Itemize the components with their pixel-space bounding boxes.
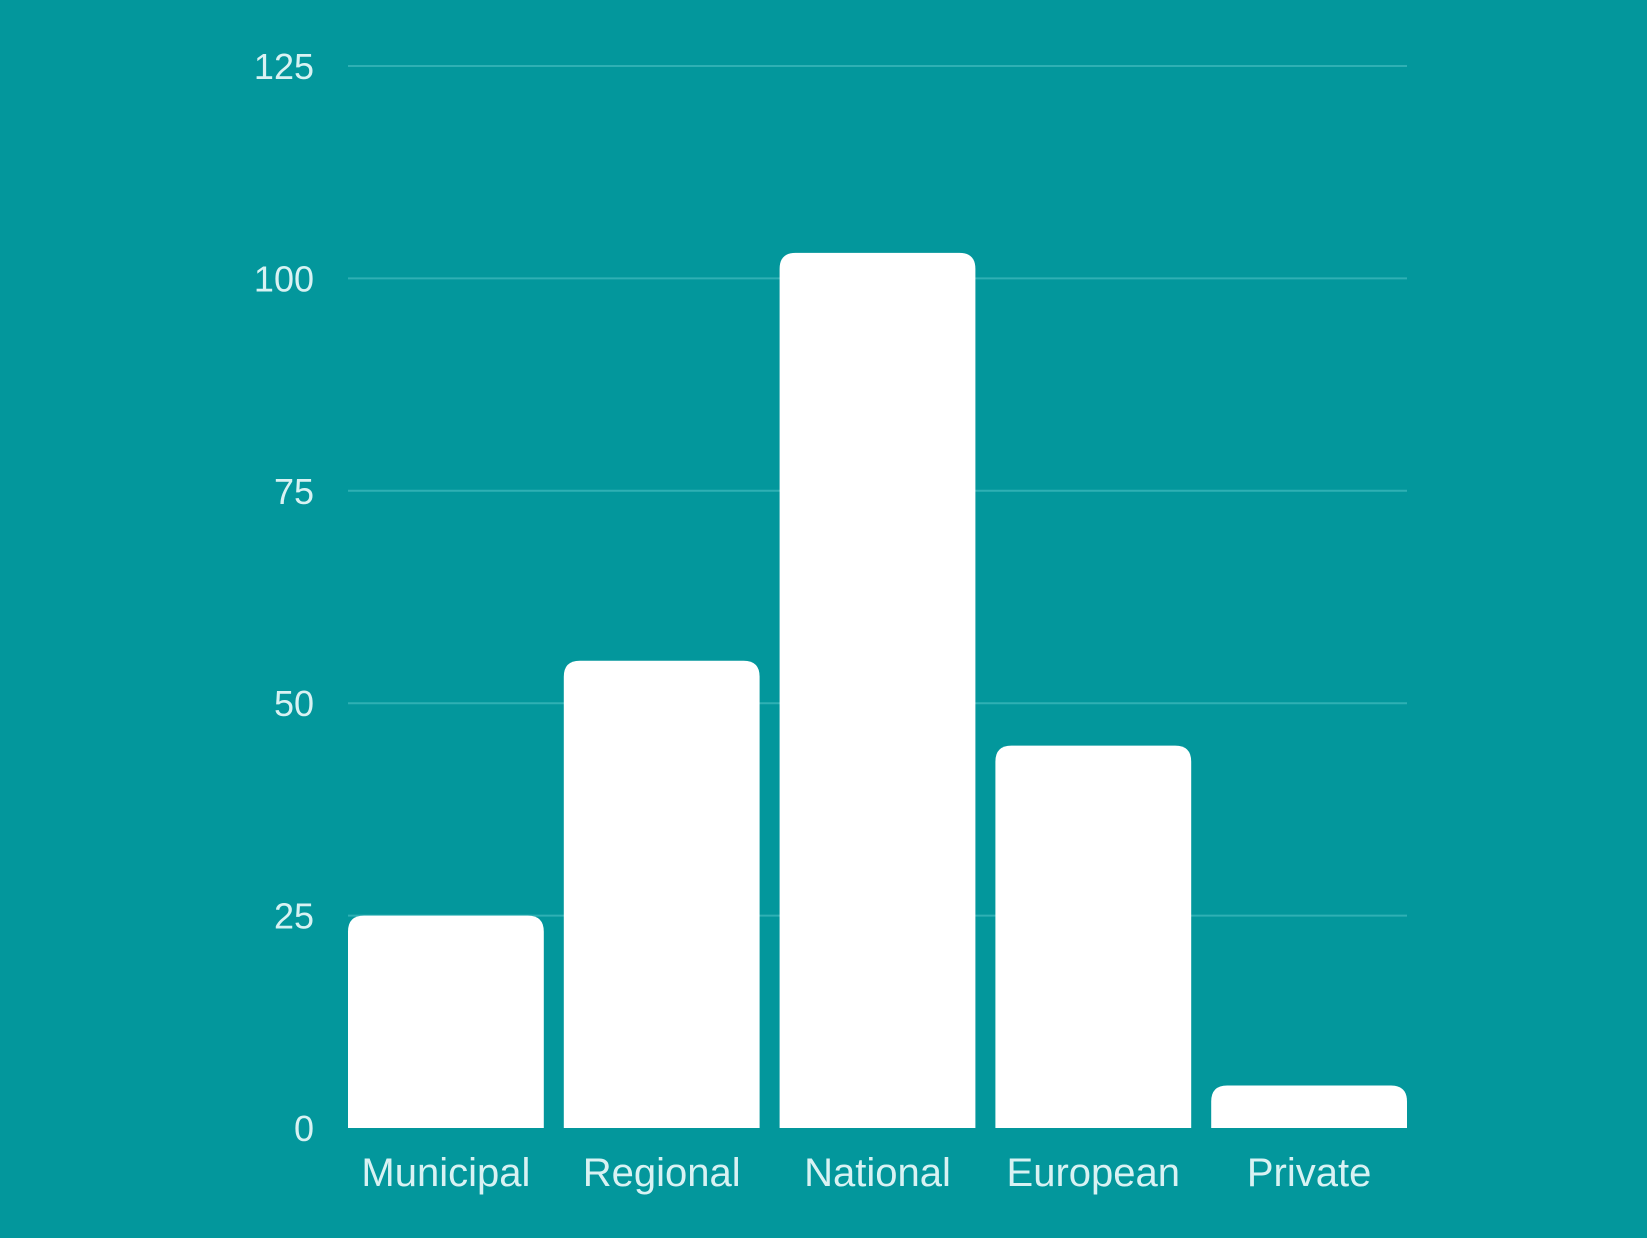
bars	[348, 252, 1407, 1129]
x-category-label: European	[1007, 1151, 1180, 1195]
y-tick-label: 125	[254, 46, 314, 87]
bar-european	[995, 745, 1192, 1128]
bar-municipal	[348, 915, 544, 1128]
y-tick-label: 75	[274, 471, 314, 512]
x-category-label: National	[804, 1151, 951, 1195]
x-category-label: Private	[1247, 1151, 1372, 1195]
x-category-label: Municipal	[361, 1151, 530, 1195]
bar-private	[1211, 1085, 1407, 1128]
y-axis-tick-labels: 0 25 50 75 100 125	[254, 46, 314, 1149]
y-tick-label: 0	[294, 1108, 314, 1149]
x-category-label: Regional	[583, 1151, 741, 1195]
y-tick-label: 25	[274, 896, 314, 937]
x-axis-category-labels: Municipal Regional National European Private	[361, 1151, 1371, 1195]
bar-national	[779, 252, 976, 1129]
y-tick-label: 100	[254, 258, 314, 299]
y-tick-label: 50	[274, 683, 314, 724]
bar-regional	[563, 660, 760, 1128]
